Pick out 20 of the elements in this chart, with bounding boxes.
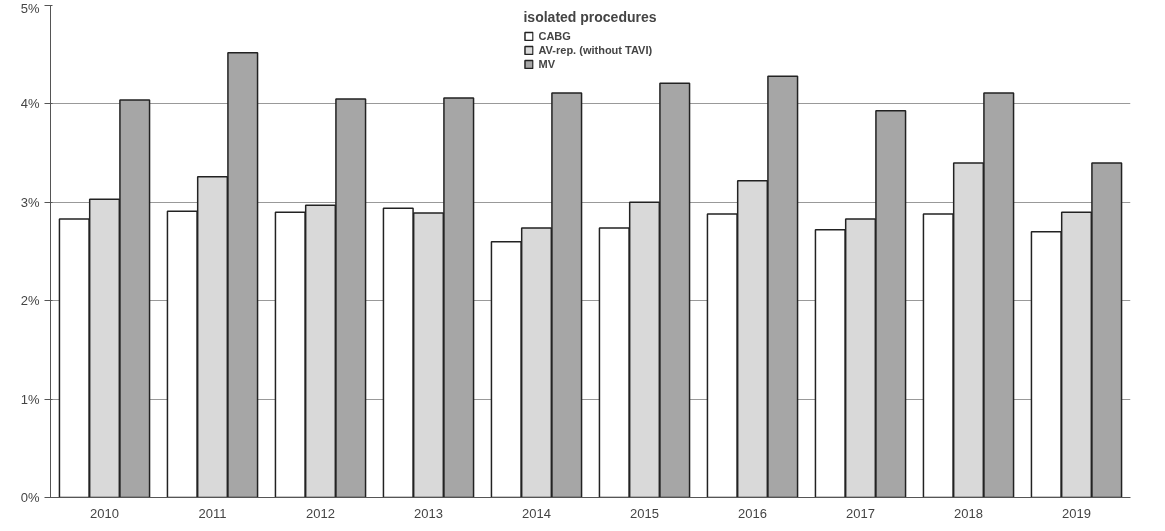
legend-label: CABG	[538, 30, 571, 42]
x-tick-label: 2015	[630, 505, 659, 521]
x-tick-label: 2018	[954, 505, 983, 521]
x-tick-label: 2017	[846, 505, 875, 521]
y-tick-label: 0%	[20, 490, 40, 505]
x-tick-label: 2016	[738, 505, 767, 521]
y-tick-label: 3%	[20, 194, 40, 210]
y-tick-label: 4%	[20, 96, 40, 112]
y-tick-label: 5%	[20, 0, 40, 16]
x-tick-label: 2014	[522, 505, 551, 521]
legend-label: AV-rep. (without TAVI)	[538, 44, 653, 56]
y-tick-label: 2%	[20, 293, 40, 309]
y-tick-label: 1%	[20, 391, 40, 407]
legend-label: MV	[538, 58, 556, 70]
x-tick-label: 2010	[90, 505, 119, 521]
x-tick-label: 2011	[198, 505, 227, 521]
legend-title: isolated procedures	[523, 9, 657, 25]
x-tick-label: 2013	[414, 505, 443, 521]
x-tick-label: 2019	[1062, 505, 1091, 521]
x-tick-label: 2012	[306, 505, 335, 521]
